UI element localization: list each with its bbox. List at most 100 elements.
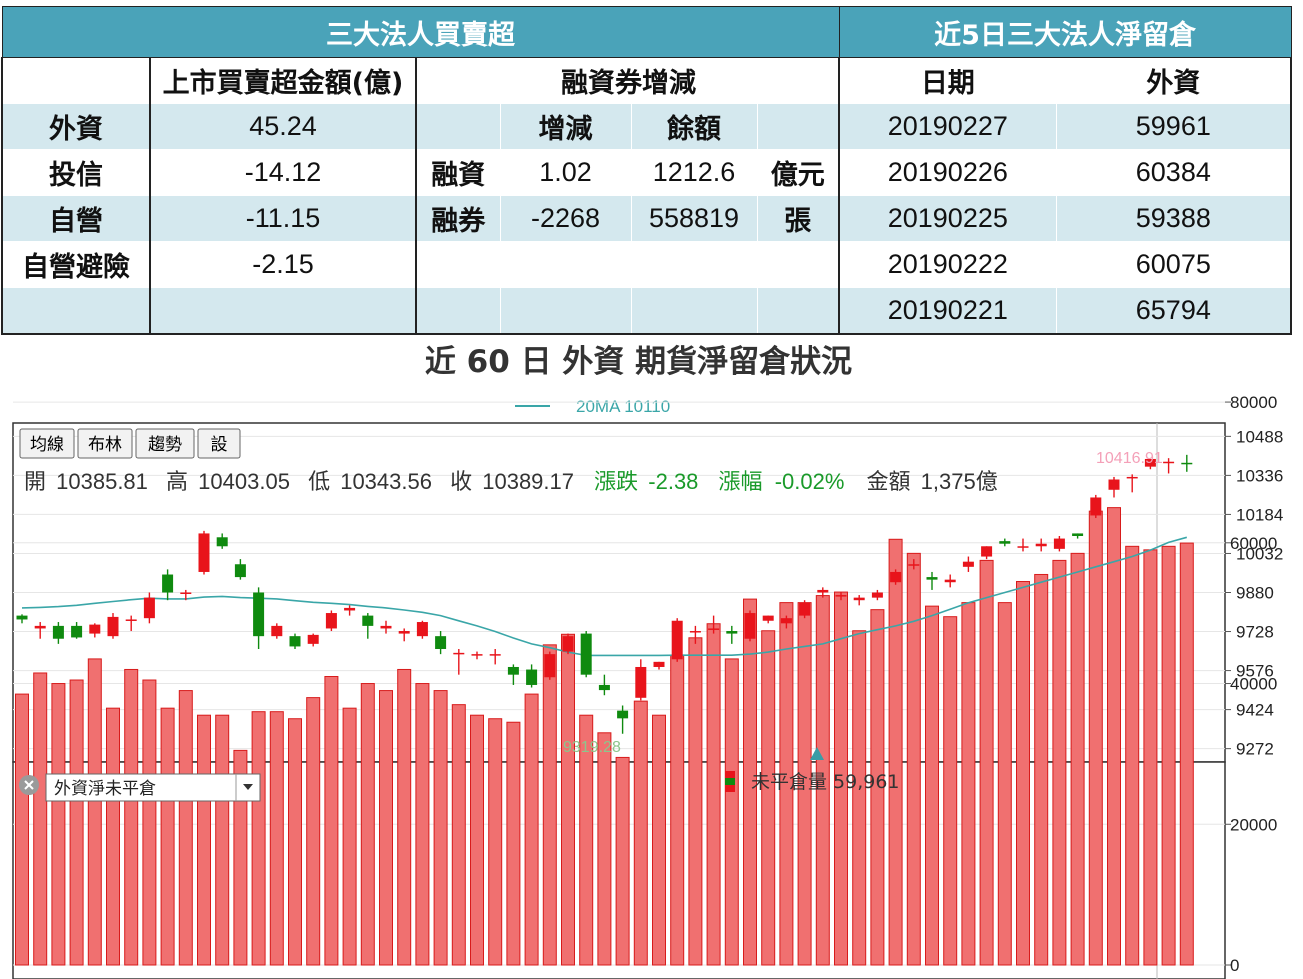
volume-bar [506, 721, 521, 966]
volume-bar [561, 633, 575, 966]
position-date: 20190226 [838, 149, 1057, 196]
empty-cell [756, 241, 841, 288]
candle-body [1017, 546, 1029, 548]
candle-body [944, 579, 956, 583]
candle [416, 620, 428, 639]
candle-body [107, 616, 119, 637]
button-bollinger[interactable]: 布林 [77, 428, 133, 459]
price-tick-label: 10488 [1236, 427, 1283, 446]
volume-bar [761, 630, 776, 966]
candle-body [507, 666, 519, 675]
volume-bar [542, 644, 557, 966]
candle [1035, 538, 1047, 552]
volume-bar [961, 602, 976, 966]
candle [34, 622, 46, 639]
close-icon[interactable] [19, 775, 39, 795]
investor-amount: 45.24 [149, 103, 417, 150]
candle-body [471, 654, 483, 656]
button-ma[interactable]: 均線 [19, 428, 75, 459]
candle [1144, 458, 1156, 470]
candle [962, 556, 974, 572]
candle [762, 615, 774, 624]
empty-cell [756, 287, 841, 335]
col-balance: 餘額 [630, 103, 758, 150]
button-trend-frame [135, 428, 195, 459]
margin-balance: 558819 [630, 195, 758, 242]
candle-body [1072, 533, 1084, 536]
indicator-dropdown[interactable]: 外資淨未平倉 [45, 773, 261, 802]
investor-label: 外資 [1, 103, 151, 150]
candle [89, 623, 101, 638]
candle-body [726, 631, 738, 634]
candle [1017, 538, 1029, 552]
position-date: 20190221 [838, 287, 1057, 335]
margin-label: 融券 [415, 195, 501, 242]
candle [71, 622, 83, 639]
volume-bar [488, 718, 503, 966]
candle-body [307, 634, 319, 644]
button-trend[interactable]: 趨勢 [135, 428, 195, 459]
volume-bar [779, 602, 794, 966]
candle [162, 569, 174, 601]
price-tick-label: 10032 [1236, 544, 1283, 563]
volume-bar [342, 707, 357, 966]
candle [726, 625, 738, 644]
position-value: 60075 [1055, 241, 1293, 288]
candle [562, 633, 574, 655]
button-settings[interactable]: 設 [197, 428, 241, 459]
candle [617, 705, 629, 734]
volume-bar [1052, 559, 1067, 966]
volume-bar [925, 605, 939, 966]
candle [507, 664, 519, 685]
candle [125, 615, 137, 632]
marker-triangle-icon[interactable] [810, 747, 824, 760]
candle [1108, 476, 1120, 498]
price-tick-label: 9728 [1236, 623, 1274, 642]
open-label: 開 [24, 469, 46, 494]
candle-body [216, 537, 228, 547]
candle-body [871, 592, 883, 598]
candle-body [853, 597, 865, 601]
volume-bar [724, 658, 739, 966]
candle-body [744, 613, 756, 639]
candle-body [835, 595, 847, 597]
volume-bar [597, 732, 612, 966]
table-title-right: 近5日三大法人淨留倉 [838, 6, 1292, 58]
empty-cell [630, 287, 758, 335]
candle [143, 592, 155, 624]
candle [780, 615, 792, 629]
volume-bar [106, 707, 120, 966]
candle [799, 600, 811, 619]
volume-bar [870, 609, 885, 966]
volume-bar [1070, 552, 1085, 966]
button-bollinger-frame [77, 428, 133, 459]
volume-bar [215, 714, 230, 966]
volume-bar [852, 630, 867, 966]
investor-amount: -14.12 [149, 149, 417, 196]
margin-unit: 億元 [756, 149, 841, 196]
candle [744, 610, 756, 642]
volume-bar [888, 538, 903, 966]
volume-bar [1016, 581, 1030, 966]
volume-tick-label: 60000 [1230, 534, 1277, 553]
candle-body [125, 619, 137, 621]
candle [981, 546, 993, 560]
volume-bar [415, 683, 430, 966]
button-bollinger-label: 布林 [88, 435, 122, 455]
candle-body [689, 631, 701, 633]
candle [999, 538, 1011, 547]
price-tick-label: 9576 [1236, 662, 1274, 681]
candle [52, 622, 64, 644]
volume-bar [124, 668, 139, 966]
volume-bar [197, 714, 211, 966]
position-date: 20190227 [838, 103, 1057, 150]
legend-swatch-down [725, 778, 735, 785]
ma20-line [21, 536, 1188, 657]
empty-cell [499, 241, 632, 288]
investor-amount: -11.15 [149, 195, 417, 242]
volume-bar [51, 683, 66, 966]
candle-body [999, 541, 1011, 544]
candle-body [435, 636, 447, 649]
volume-tick-label: 40000 [1230, 675, 1277, 694]
volume-axis: 80000 60000 40000 20000 0 [1225, 393, 1277, 975]
